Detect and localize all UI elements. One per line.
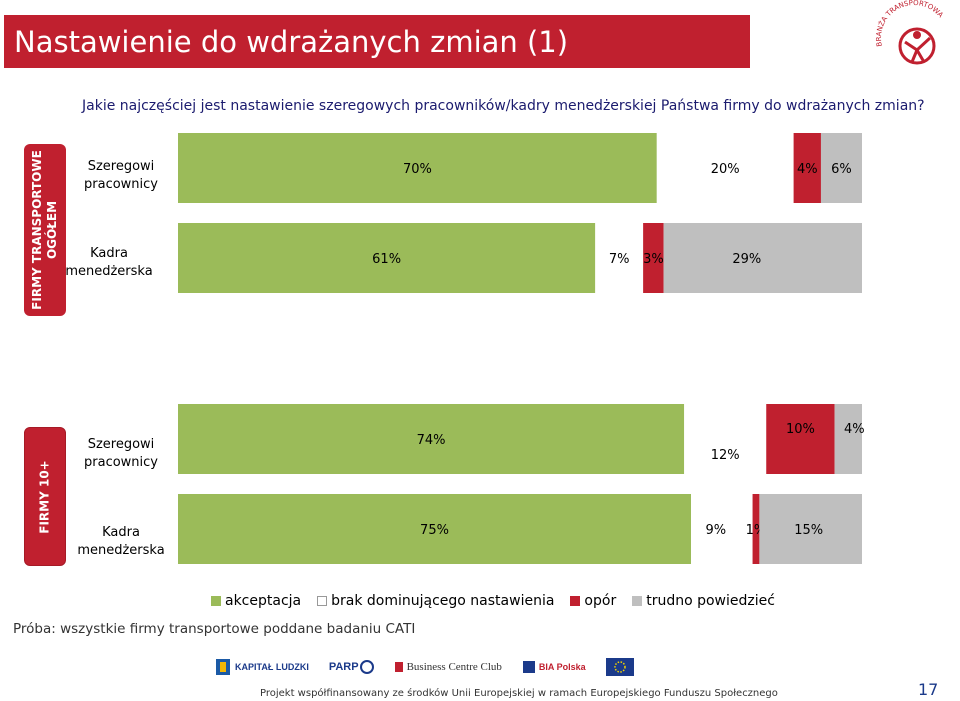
footer-logos: KAPITAŁ LUDZKI PARP Business Centre Club… bbox=[215, 652, 654, 682]
legend: akceptacja brak dominującego nastawienia… bbox=[211, 593, 791, 609]
legend-label: opór bbox=[584, 593, 617, 609]
group-tab-firmy10: FIRMY 10+ bbox=[24, 427, 66, 566]
sample-note: Próba: wszystkie firmy transportowe podd… bbox=[13, 621, 416, 637]
bar-segment-trudno bbox=[759, 494, 862, 564]
legend-swatch-trudno bbox=[632, 596, 643, 606]
bar-segment-trudno bbox=[663, 223, 862, 293]
bar-segment-brak bbox=[684, 404, 767, 474]
kapital-ludzki-logo: KAPITAŁ LUDZKI bbox=[215, 658, 309, 676]
branza-transportowa-logo: BRANŻA TRANSPORTOWA bbox=[872, 0, 958, 74]
eu-flag-icon bbox=[605, 658, 634, 676]
data-label: 6% bbox=[831, 162, 852, 177]
slide-title: Nastawienie do wdrażanych zmian (1) bbox=[14, 25, 569, 59]
data-label: 15% bbox=[794, 523, 823, 538]
bia-text: BIA Polska bbox=[538, 662, 586, 672]
legend-label: trudno powiedzieć bbox=[646, 593, 775, 609]
title-bar bbox=[4, 15, 750, 68]
legend-item: trudno powiedzieć bbox=[632, 593, 775, 609]
parp-text: PARP bbox=[328, 661, 359, 673]
category-label: Szeregowi pracownicy bbox=[84, 159, 158, 192]
bar-segment-akceptacja bbox=[178, 404, 685, 474]
data-label: 10% bbox=[786, 422, 815, 437]
bar-segment-opor bbox=[793, 133, 821, 203]
bar-segment-akceptacja bbox=[178, 494, 691, 564]
category-label: Kadra menedżerska bbox=[65, 246, 153, 279]
legend-item: akceptacja bbox=[211, 593, 301, 609]
category-label: Kadra menedżerska bbox=[77, 525, 165, 558]
bcc-icon bbox=[394, 662, 403, 672]
legend-swatch-opor bbox=[570, 596, 581, 606]
data-label: 20% bbox=[711, 162, 740, 177]
data-label: 29% bbox=[732, 252, 761, 267]
legend-item: brak dominującego nastawienia bbox=[317, 593, 554, 609]
data-label: 3% bbox=[643, 252, 664, 267]
bar-segment-opor bbox=[752, 494, 760, 564]
page-number: 17 bbox=[918, 680, 939, 699]
parp-logo: PARP bbox=[329, 659, 375, 675]
parp-icon bbox=[359, 660, 374, 674]
kapital-ludzki-icon bbox=[216, 659, 230, 675]
bar-segment-akceptacja bbox=[178, 223, 596, 293]
legend-label: brak dominującego nastawienia bbox=[331, 593, 555, 609]
bar-segment-brak bbox=[595, 223, 644, 293]
bia-icon bbox=[522, 661, 535, 673]
footer-text: Projekt współfinansowany ze środków Unii… bbox=[260, 688, 778, 699]
bcc-text: Business Centre Club bbox=[406, 661, 502, 673]
data-label: 75% bbox=[420, 523, 449, 538]
data-label: 74% bbox=[417, 433, 446, 448]
survey-question: Jakie najczęściej jest nastawienie szere… bbox=[82, 98, 925, 114]
data-label: 70% bbox=[403, 162, 432, 177]
bar-segment-trudno bbox=[834, 404, 862, 474]
category-label: Szeregowi pracownicy bbox=[84, 437, 158, 470]
kapital-ludzki-text: KAPITAŁ LUDZKI bbox=[235, 662, 309, 672]
legend-swatch-brak bbox=[317, 596, 328, 606]
data-label: 7% bbox=[609, 252, 630, 267]
bar-segment-akceptacja bbox=[178, 133, 657, 203]
data-label: 12% bbox=[711, 448, 740, 463]
legend-swatch-akceptacja bbox=[211, 596, 221, 606]
legend-label: akceptacja bbox=[225, 593, 302, 609]
bia-polska-logo: BIA Polska bbox=[522, 660, 586, 674]
bar-segment-opor bbox=[643, 223, 664, 293]
eu-logo bbox=[605, 658, 634, 676]
bcc-logo: Business Centre Club bbox=[394, 661, 502, 673]
group-tab-ogolem: FIRMY TRANSPORTOWE OGÓŁEM bbox=[24, 144, 66, 316]
data-label: 9% bbox=[705, 523, 726, 538]
data-label: 4% bbox=[844, 422, 865, 437]
bar-segment-brak bbox=[656, 133, 794, 203]
bar-segment-opor bbox=[766, 404, 835, 474]
legend-item: opór bbox=[570, 593, 616, 609]
data-label: 4% bbox=[797, 162, 818, 177]
bar-segment-brak bbox=[691, 494, 753, 564]
data-label: 61% bbox=[372, 252, 401, 267]
bar-segment-trudno bbox=[820, 133, 862, 203]
